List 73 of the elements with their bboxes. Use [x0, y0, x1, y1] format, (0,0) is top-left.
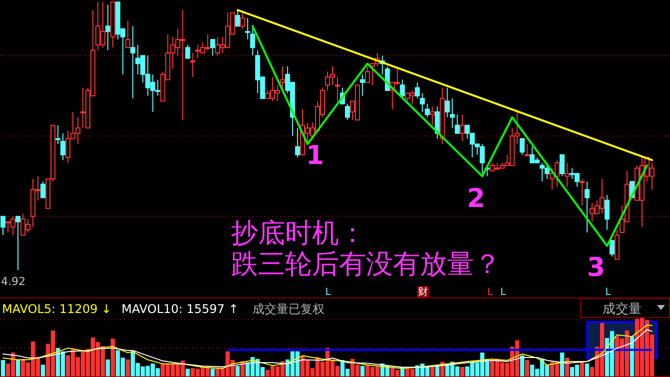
- candlestick: [604, 194, 610, 230]
- candlestick: [360, 74, 365, 96]
- candlestick: [364, 66, 370, 83]
- text: L: [500, 287, 506, 298]
- candlestick: [0, 216, 6, 236]
- candlestick: [130, 26, 136, 99]
- candlestick: [250, 26, 256, 56]
- bar: [520, 355, 524, 376]
- bar: [210, 368, 215, 376]
- candlestick: [610, 240, 615, 258]
- candlestick: [424, 103, 430, 118]
- annotation: 2: [466, 184, 486, 214]
- bar: [126, 359, 130, 376]
- bar: [560, 352, 564, 376]
- candlestick: [245, 18, 250, 40]
- candlestick: [240, 12, 246, 30]
- bar: [460, 367, 464, 376]
- candlestick: [334, 76, 340, 102]
- candlestick: [185, 44, 190, 59]
- candlestick: [125, 20, 130, 48]
- candlestick: [580, 178, 585, 206]
- candlestick: [454, 114, 460, 134]
- candlestick: [444, 87, 450, 118]
- annotation: 跌三轮后有没有放量？: [231, 249, 501, 280]
- candlestick: [15, 216, 20, 270]
- bar: [0, 360, 6, 376]
- text: MAVOL5: 11209 ↓: [2, 302, 112, 316]
- text: L: [325, 287, 332, 298]
- candlestick: [434, 106, 440, 140]
- bar: [525, 360, 530, 376]
- bar: [110, 338, 115, 376]
- text: L: [605, 287, 612, 298]
- candlestick: [60, 132, 66, 161]
- annotation: 3: [586, 253, 606, 283]
- bar: [580, 362, 584, 376]
- annotation: 1: [306, 141, 324, 171]
- bar: [186, 368, 190, 376]
- text: 成交量: [602, 301, 642, 317]
- candlestick: [520, 138, 525, 156]
- text: 4.92: [1, 275, 26, 288]
- candlestick: [344, 103, 350, 120]
- candlestick: [190, 52, 196, 78]
- text: 财: [418, 286, 428, 298]
- text: L: [487, 287, 494, 298]
- candlestick: [564, 162, 570, 188]
- candlestick: [560, 154, 565, 177]
- candlestick: [40, 181, 46, 198]
- candlestick: [584, 181, 590, 233]
- candlestick: [105, 4, 110, 51]
- candlestick: [450, 98, 455, 128]
- text: 成交量已复权: [252, 302, 325, 316]
- bar: [585, 364, 590, 376]
- bar: [40, 364, 46, 376]
- candlestick: [55, 124, 60, 145]
- candlestick: [550, 168, 555, 190]
- bar: [236, 366, 240, 376]
- candlestick: [235, 10, 240, 27]
- text: MAVOL10: 15597 ↑: [121, 302, 239, 316]
- candlestick: [460, 114, 465, 142]
- candlestick: [210, 39, 216, 56]
- candlestick: [280, 66, 286, 91]
- candlestick: [420, 92, 425, 112]
- annotation: 抄底时机：: [231, 218, 366, 249]
- bar: [430, 366, 434, 376]
- bar: [360, 366, 365, 376]
- candlestick: [400, 79, 405, 99]
- bar: [16, 360, 20, 376]
- candlestick: [414, 82, 420, 99]
- bar: [106, 359, 110, 376]
- candlestick: [430, 106, 435, 126]
- bar: [435, 366, 440, 376]
- candlestick: [524, 144, 530, 156]
- candlestick: [295, 127, 300, 158]
